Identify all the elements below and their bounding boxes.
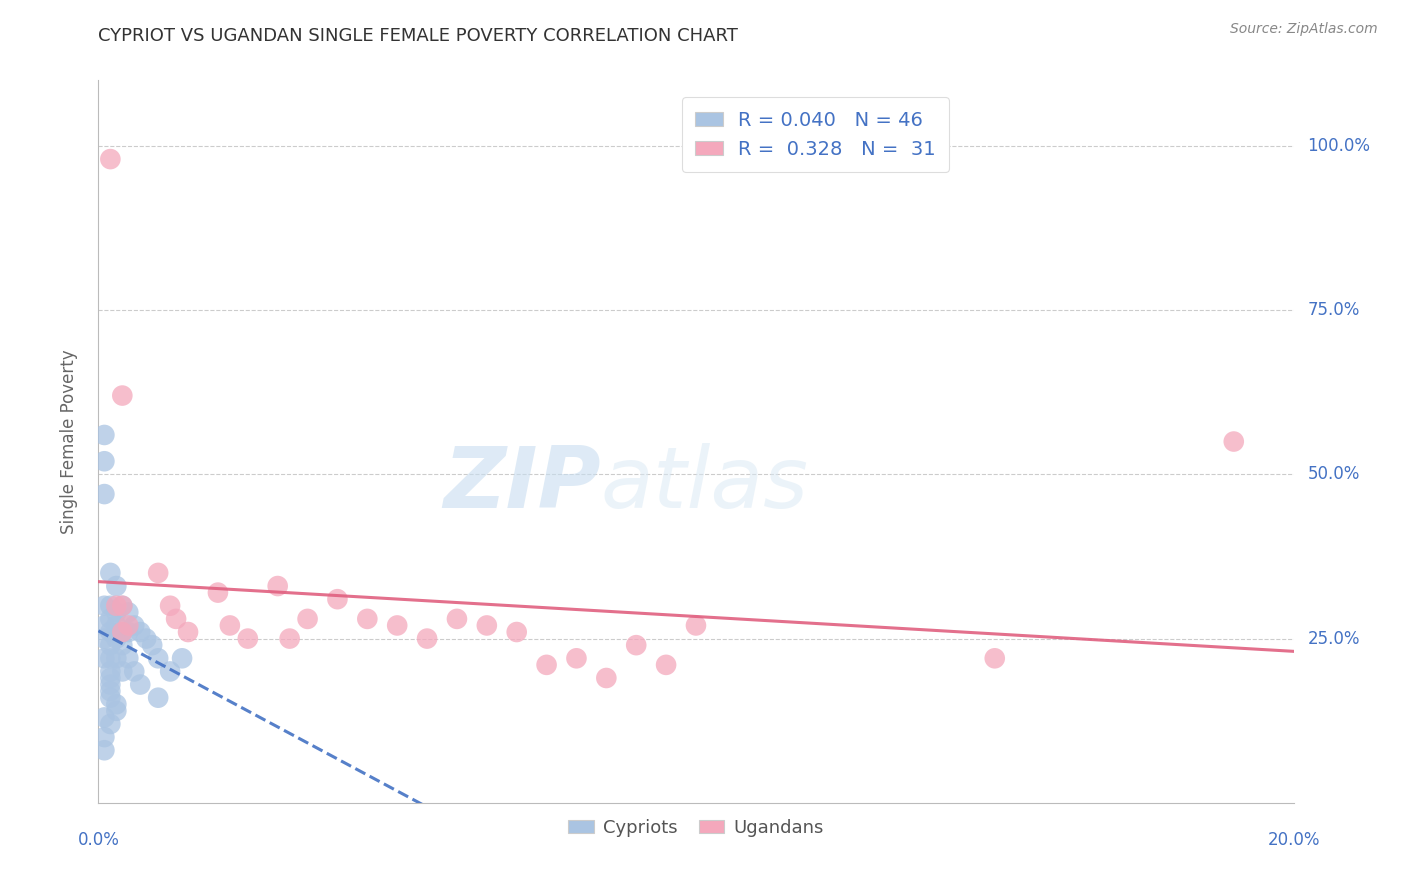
Text: atlas: atlas — [600, 443, 808, 526]
Point — [536, 657, 558, 672]
Point — [165, 612, 187, 626]
Point — [98, 625, 122, 640]
Point — [98, 152, 122, 166]
Point — [117, 618, 139, 632]
Point — [148, 651, 170, 665]
Text: 25.0%: 25.0% — [1308, 630, 1360, 648]
Legend: Cypriots, Ugandans: Cypriots, Ugandans — [561, 812, 831, 845]
Point — [111, 599, 134, 613]
Point — [129, 625, 152, 640]
Point — [93, 618, 115, 632]
Point — [148, 690, 170, 705]
Point — [93, 487, 115, 501]
Point — [98, 671, 122, 685]
Point — [297, 612, 319, 626]
Point — [93, 730, 115, 744]
Point — [236, 632, 259, 646]
Point — [446, 612, 468, 626]
Point — [475, 618, 498, 632]
Point — [219, 618, 242, 632]
Point — [93, 710, 115, 724]
Point — [326, 592, 349, 607]
Point — [207, 585, 229, 599]
Point — [117, 651, 139, 665]
Point — [93, 454, 115, 468]
Point — [93, 428, 115, 442]
Point — [267, 579, 290, 593]
Point — [124, 665, 146, 679]
Point — [105, 605, 128, 619]
Point — [111, 625, 134, 640]
Point — [105, 618, 128, 632]
Point — [93, 632, 115, 646]
Point — [626, 638, 648, 652]
Point — [93, 651, 115, 665]
Text: 20.0%: 20.0% — [1267, 830, 1320, 848]
Point — [111, 599, 134, 613]
Point — [159, 599, 181, 613]
Point — [141, 638, 163, 652]
Point — [98, 684, 122, 698]
Point — [105, 651, 128, 665]
Text: 100.0%: 100.0% — [1308, 137, 1371, 155]
Text: 50.0%: 50.0% — [1308, 466, 1360, 483]
Point — [129, 677, 152, 691]
Point — [105, 698, 128, 712]
Point — [105, 599, 128, 613]
Point — [506, 625, 529, 640]
Point — [172, 651, 194, 665]
Text: 75.0%: 75.0% — [1308, 301, 1360, 319]
Point — [984, 651, 1007, 665]
Point — [111, 638, 134, 652]
Point — [124, 618, 146, 632]
Point — [117, 625, 139, 640]
Point — [98, 665, 122, 679]
Point — [98, 677, 122, 691]
Point — [98, 566, 122, 580]
Point — [565, 651, 588, 665]
Point — [105, 579, 128, 593]
Point — [135, 632, 157, 646]
Point — [148, 566, 170, 580]
Point — [1223, 434, 1246, 449]
Point — [98, 599, 122, 613]
Text: CYPRIOT VS UGANDAN SINGLE FEMALE POVERTY CORRELATION CHART: CYPRIOT VS UGANDAN SINGLE FEMALE POVERTY… — [98, 27, 738, 45]
Point — [93, 743, 115, 757]
Point — [159, 665, 181, 679]
Point — [111, 625, 134, 640]
Point — [98, 690, 122, 705]
Point — [655, 657, 678, 672]
Point — [98, 612, 122, 626]
Point — [685, 618, 707, 632]
Text: 0.0%: 0.0% — [77, 830, 120, 848]
Point — [98, 717, 122, 731]
Point — [385, 618, 409, 632]
Point — [117, 605, 139, 619]
Point — [105, 704, 128, 718]
Point — [111, 665, 134, 679]
Point — [98, 638, 122, 652]
Point — [98, 651, 122, 665]
Point — [278, 632, 301, 646]
Y-axis label: Single Female Poverty: Single Female Poverty — [59, 350, 77, 533]
Text: Source: ZipAtlas.com: Source: ZipAtlas.com — [1230, 22, 1378, 37]
Text: ZIP: ZIP — [443, 443, 600, 526]
Point — [177, 625, 200, 640]
Point — [105, 632, 128, 646]
Point — [93, 599, 115, 613]
Point — [111, 388, 134, 402]
Point — [356, 612, 378, 626]
Point — [595, 671, 617, 685]
Point — [416, 632, 439, 646]
